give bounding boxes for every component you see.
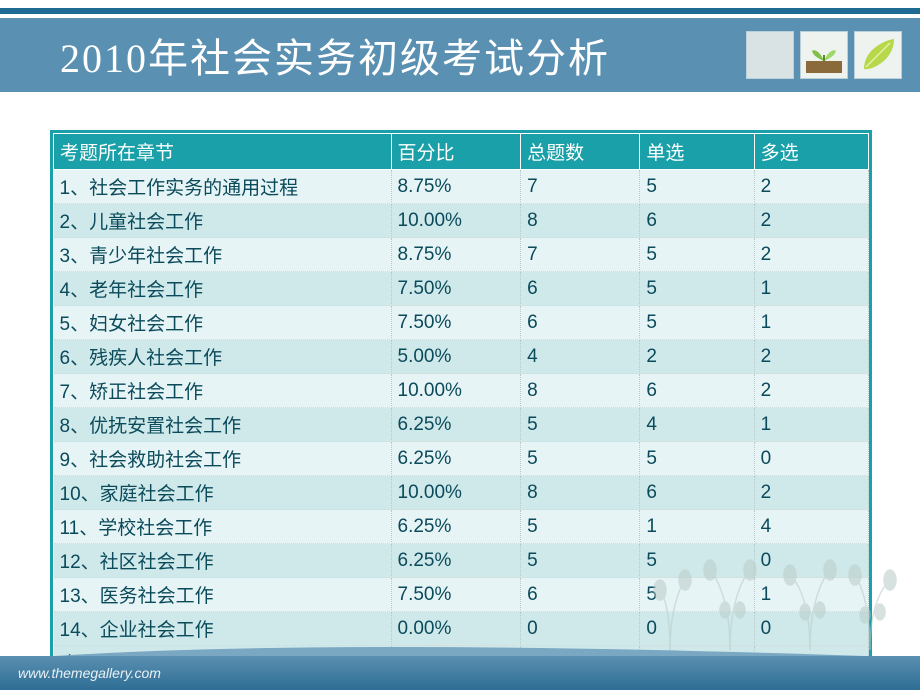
cell-pct: 7.50% [391, 578, 521, 612]
cell-total: 8 [521, 374, 640, 408]
cell-multi: 1 [754, 306, 868, 340]
cell-single: 1 [640, 510, 754, 544]
cell-single: 5 [640, 170, 754, 204]
table-row: 4、老年社会工作7.50%651 [54, 272, 869, 306]
cell-pct: 6.25% [391, 544, 521, 578]
cell-single: 6 [640, 476, 754, 510]
table-row: 3、青少年社会工作8.75%752 [54, 238, 869, 272]
title-bar: 2010年社会实务初级考试分析 [0, 18, 920, 92]
cell-pct: 7.50% [391, 306, 521, 340]
cell-single: 2 [640, 340, 754, 374]
leaf-icon [854, 31, 902, 79]
cell-total: 8 [521, 476, 640, 510]
cell-total: 6 [521, 578, 640, 612]
title-icon-row [746, 31, 902, 79]
table-row: 8、优抚安置社会工作6.25%541 [54, 408, 869, 442]
cell-multi: 2 [754, 340, 868, 374]
cell-multi: 1 [754, 272, 868, 306]
cell-single: 4 [640, 408, 754, 442]
table-row: 6、残疾人社会工作5.00%422 [54, 340, 869, 374]
cell-multi: 2 [754, 204, 868, 238]
slide-title: 2010年社会实务初级考试分析 [60, 26, 610, 84]
table-row: 9、社会救助社会工作6.25%550 [54, 442, 869, 476]
cell-pct: 10.00% [391, 476, 521, 510]
cell-pct: 8.75% [391, 238, 521, 272]
cell-total: 6 [521, 272, 640, 306]
cell-multi: 2 [754, 170, 868, 204]
table-row: 2、儿童社会工作10.00%862 [54, 204, 869, 238]
cell-chapter: 13、医务社会工作 [54, 578, 392, 612]
cell-single: 5 [640, 238, 754, 272]
cell-single: 5 [640, 442, 754, 476]
cell-pct: 7.50% [391, 272, 521, 306]
cell-total: 4 [521, 340, 640, 374]
table-row: 11、学校社会工作6.25%514 [54, 510, 869, 544]
cell-single: 5 [640, 272, 754, 306]
cell-chapter: 1、社会工作实务的通用过程 [54, 170, 392, 204]
cell-chapter: 7、矫正社会工作 [54, 374, 392, 408]
cell-total: 7 [521, 238, 640, 272]
placeholder-icon [746, 31, 794, 79]
cell-multi: 1 [754, 578, 868, 612]
cell-chapter: 10、家庭社会工作 [54, 476, 392, 510]
cell-single: 5 [640, 578, 754, 612]
cell-total: 8 [521, 204, 640, 238]
table-row: 12、社区社会工作6.25%550 [54, 544, 869, 578]
cell-multi: 2 [754, 374, 868, 408]
cell-chapter: 3、青少年社会工作 [54, 238, 392, 272]
cell-total: 5 [521, 510, 640, 544]
cell-chapter: 12、社区社会工作 [54, 544, 392, 578]
footer-bar: www.themegallery.com [0, 656, 920, 690]
cell-pct: 6.25% [391, 408, 521, 442]
table-row: 10、家庭社会工作10.00%862 [54, 476, 869, 510]
cell-multi: 2 [754, 238, 868, 272]
cell-multi: 1 [754, 408, 868, 442]
cell-chapter: 11、学校社会工作 [54, 510, 392, 544]
cell-chapter: 5、妇女社会工作 [54, 306, 392, 340]
cell-pct: 6.25% [391, 442, 521, 476]
cell-total: 6 [521, 306, 640, 340]
cell-multi: 0 [754, 442, 868, 476]
col-multi-header: 多选 [754, 134, 868, 170]
cell-chapter: 6、残疾人社会工作 [54, 340, 392, 374]
cell-single: 5 [640, 306, 754, 340]
cell-chapter: 2、儿童社会工作 [54, 204, 392, 238]
table-row: 1、社会工作实务的通用过程8.75%752 [54, 170, 869, 204]
table-header-row: 考题所在章节 百分比 总题数 单选 多选 [54, 134, 869, 170]
footer-url: www.themegallery.com [18, 665, 161, 681]
cell-total: 5 [521, 442, 640, 476]
cell-single: 6 [640, 204, 754, 238]
cell-total: 5 [521, 408, 640, 442]
cell-pct: 10.00% [391, 204, 521, 238]
cell-chapter: 8、优抚安置社会工作 [54, 408, 392, 442]
table-row: 13、医务社会工作7.50%651 [54, 578, 869, 612]
title-top-line [0, 8, 920, 14]
col-pct-header: 百分比 [391, 134, 521, 170]
col-chapter-header: 考题所在章节 [54, 134, 392, 170]
cell-total: 7 [521, 170, 640, 204]
sprout-icon [800, 31, 848, 79]
cell-chapter: 4、老年社会工作 [54, 272, 392, 306]
cell-chapter: 9、社会救助社会工作 [54, 442, 392, 476]
table-row: 7、矫正社会工作10.00%862 [54, 374, 869, 408]
cell-single: 6 [640, 374, 754, 408]
col-single-header: 单选 [640, 134, 754, 170]
cell-single: 5 [640, 544, 754, 578]
cell-pct: 8.75% [391, 170, 521, 204]
cell-multi: 2 [754, 476, 868, 510]
cell-multi: 0 [754, 544, 868, 578]
cell-pct: 5.00% [391, 340, 521, 374]
col-total-header: 总题数 [521, 134, 640, 170]
cell-multi: 4 [754, 510, 868, 544]
table-row: 5、妇女社会工作7.50%651 [54, 306, 869, 340]
cell-total: 5 [521, 544, 640, 578]
cell-pct: 10.00% [391, 374, 521, 408]
cell-pct: 6.25% [391, 510, 521, 544]
exam-analysis-table: 考题所在章节 百分比 总题数 单选 多选 1、社会工作实务的通用过程8.75%7… [50, 130, 872, 683]
